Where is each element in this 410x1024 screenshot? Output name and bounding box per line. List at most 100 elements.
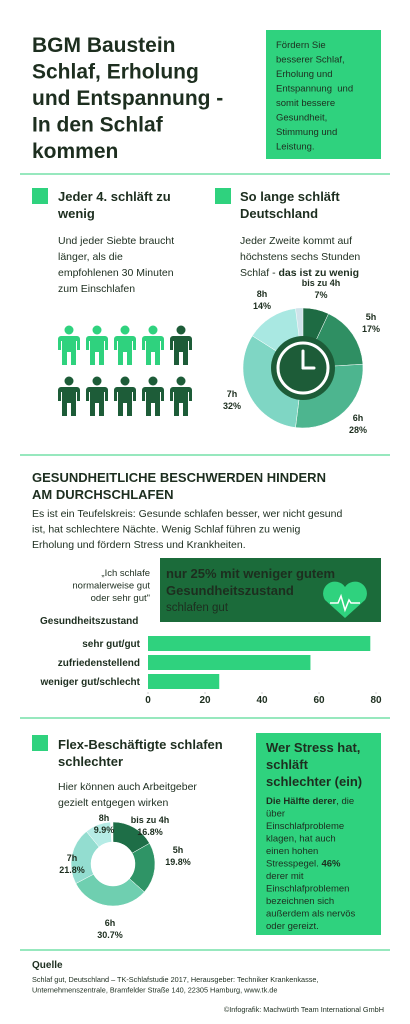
icon-square [32,188,48,204]
text-run: 46% [321,859,341,870]
stress-heading: Wer Stress hat, [266,740,360,755]
heading: Jeder 4. schläft zu [58,189,171,204]
y-tick-label: sehr gut/gut [82,639,140,650]
paragraph: höchstens sechs Stunden [240,251,360,263]
icon-square [32,735,48,751]
slice-label: bis zu 4h [131,815,170,825]
paragraph: empfohlenen 30 Minuten [58,267,174,279]
credit: ©Infografik: Machwürth Team Internationa… [224,1005,384,1014]
slice-label: 5h [173,845,184,855]
title: Schlaf, Erholung [32,61,199,84]
slice-label: 7h [67,853,78,863]
intro-text: Entspannung und [276,84,353,95]
paragraph: ist, hat schlechtere Nächte. Wenig Schla… [32,524,300,536]
stress-text: außerdem als nervös [266,909,355,920]
title: und Entspannung - [32,87,223,110]
y-tick-label: weniger gut/schlecht [40,677,141,688]
heart-icon [323,581,367,618]
title: kommen [32,140,118,163]
paragraph: gezielt entgegen wirken [58,797,168,809]
stress-text: bezeichnen sich [266,896,334,907]
slice-label: 5h [366,312,377,322]
paragraph: Schlaf - das ist zu wenig [240,267,359,279]
value-label: 7% [314,290,327,300]
intro-text: Fördern Sie [276,40,326,51]
intro-text: besserer Schlaf, [276,55,345,66]
stress-text: einen hohen [266,846,318,857]
slice-label: 7h [227,389,238,399]
title: In den Schlaf [32,114,164,137]
source-text: Unternehmenszentrale, Bramfelder Straße … [32,986,277,995]
clock-icon [271,336,335,400]
heading: wenig [57,206,95,221]
value-label: 21.8% [59,865,85,875]
slice-label: 8h [99,813,110,823]
paragraph: Es ist ein Teufelskreis: Gesunde schlafe… [32,508,342,520]
stress-text: derer mit [266,871,304,882]
stress-text: klagen, hat auch [266,834,336,845]
x-tick-label: 0 [145,695,151,706]
slice-label: bis zu 4h [302,278,341,288]
value-label: 28% [349,425,367,435]
x-tick-label: 20 [199,695,211,706]
value-label: 17% [362,324,380,334]
paragraph: Und jeder Siebte braucht [58,235,174,247]
title: BGM Baustein [32,34,176,57]
heading: AM DURCHSCHLAFEN [32,487,174,502]
paragraph: Jeder Zweite kommt auf [240,235,352,247]
x-tick-label: 80 [370,695,382,706]
y-axis-title: Gesundheitszustand [40,616,138,627]
value-label: 16.8% [137,827,163,837]
icon-square [215,188,231,204]
slice-label: 6h [105,918,116,928]
stress-text: Stresspegel. 46% [266,859,341,870]
pulse-icon [330,593,360,613]
text-run: , die [336,796,354,807]
highlight-text: nur 25% mit weniger gutem [166,566,335,581]
people-icons [58,325,192,416]
heading: Deutschland [240,206,318,221]
donut-hole [91,842,135,886]
paragraph: Hier können auch Arbeitgeber [58,781,197,793]
intro-text: Erholung und [276,69,333,80]
heading: GESUNDHEITLICHE BESCHWERDEN HINDERN [32,470,326,485]
paragraph: Erholung und fördern Stress und Krankhei… [32,539,246,551]
source-text: Schlaf gut, Deutschland – TK-Schlafstudi… [32,975,319,984]
intro-text: Leistung. [276,142,315,153]
highlight-subtext: schlafen gut [166,602,229,614]
highlight-text: Gesundheitszustand [166,583,294,598]
y-tick-label: zufriedenstellend [58,658,140,669]
stress-text: über [266,809,285,820]
quote: „Ich schlafe [101,568,150,579]
intro-text: Stimmung und [276,127,337,138]
bar [148,655,311,670]
quote: normalerweise gut [72,581,150,592]
intro-box [266,30,381,159]
value-label: 14% [253,301,271,311]
bar [148,636,371,651]
text-run: Schlaf - [240,267,279,279]
heading: So lange schläft [240,189,340,204]
quote: oder sehr gut" [91,593,150,604]
stress-heading: schläft [266,757,309,772]
value-label: 19.8% [165,857,191,867]
value-label: 32% [223,401,241,411]
paragraph: zum Einschlafen [58,283,135,295]
text-run: das ist zu wenig [279,267,360,279]
intro-text: somit bessere [276,98,335,109]
heading: schlechter [58,754,123,769]
text-run: Stresspegel. [266,859,321,870]
stress-text: Einschlafprobleme [266,821,344,832]
paragraph: länger, als die [58,251,123,263]
slice-label: 6h [353,413,364,423]
stress-text: oder gereizt. [266,921,319,932]
x-tick-label: 40 [256,695,268,706]
bar [148,674,220,689]
stress-heading: schlechter (ein) [266,774,362,789]
stress-box [256,733,381,935]
stress-text: Die Hälfte derer, die [266,796,354,807]
stress-text: Einschlafproblemen [266,884,349,895]
value-label: 9.9% [94,825,115,835]
x-tick-label: 60 [313,695,325,706]
